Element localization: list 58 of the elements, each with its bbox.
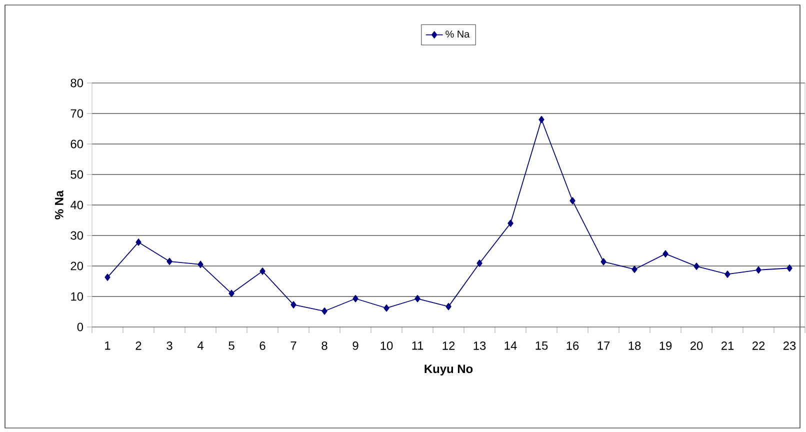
point	[166, 258, 172, 266]
x-tick-label: 17	[598, 341, 610, 350]
x-tick-label: 13	[474, 341, 486, 350]
point	[352, 294, 358, 302]
x-tick-label: 4	[197, 341, 204, 350]
y-tick-label: 40	[70, 200, 84, 210]
y-tick-label: 30	[70, 231, 84, 240]
point	[290, 301, 296, 308]
point	[538, 116, 544, 124]
y-tick-label: 10	[71, 292, 84, 301]
point	[724, 270, 730, 278]
x-tick-label: 10	[380, 341, 393, 350]
x-tick-label: 7	[290, 341, 296, 350]
point	[632, 266, 638, 273]
point	[694, 262, 700, 270]
point	[104, 274, 110, 281]
point	[662, 250, 668, 258]
point	[414, 294, 420, 302]
x-tick-label: 8	[322, 341, 328, 350]
y-tick-label: 20	[70, 262, 84, 270]
x-tick-label: 21	[721, 341, 734, 350]
x-tick-label: 16	[566, 341, 579, 350]
x-tick-label: 14	[504, 341, 517, 350]
point	[508, 220, 514, 227]
point	[570, 197, 576, 204]
x-tick-label: 23	[783, 341, 796, 350]
point	[228, 290, 234, 298]
y-tick-label: 60	[70, 140, 84, 148]
x-tick-label: 9	[352, 341, 358, 350]
point	[198, 260, 204, 268]
y-tick-label: 50	[70, 170, 84, 179]
x-tick-label: 12	[442, 341, 455, 350]
x-tick-label: 6	[260, 341, 266, 350]
point	[600, 258, 606, 266]
x-tick-label: 2	[136, 341, 142, 350]
point	[786, 264, 792, 272]
y-tick-label: 70	[70, 109, 84, 118]
y-axis-title: % Na	[54, 190, 64, 220]
x-tick-label: 19	[660, 341, 672, 350]
x-tick-label: 20	[690, 341, 703, 350]
x-tick-label: 11	[412, 341, 424, 350]
x-tick-label: 1	[105, 341, 110, 350]
legend-label: % Na	[446, 30, 470, 38]
x-tick-label: 5	[228, 341, 234, 350]
point	[260, 268, 266, 275]
x-tick-label: 18	[628, 341, 641, 350]
point	[136, 238, 142, 246]
x-tick-label: 15	[536, 341, 548, 350]
point	[384, 304, 390, 312]
point	[322, 308, 328, 315]
x-tick-label: 3	[166, 341, 172, 350]
point	[756, 266, 762, 274]
y-tick-label: 0	[77, 322, 84, 332]
x-axis-title: Kuyu No	[424, 364, 473, 376]
y-tick-label: 80	[70, 78, 84, 88]
point	[446, 302, 452, 310]
x-tick-label: 22	[752, 341, 765, 350]
point	[476, 260, 482, 267]
